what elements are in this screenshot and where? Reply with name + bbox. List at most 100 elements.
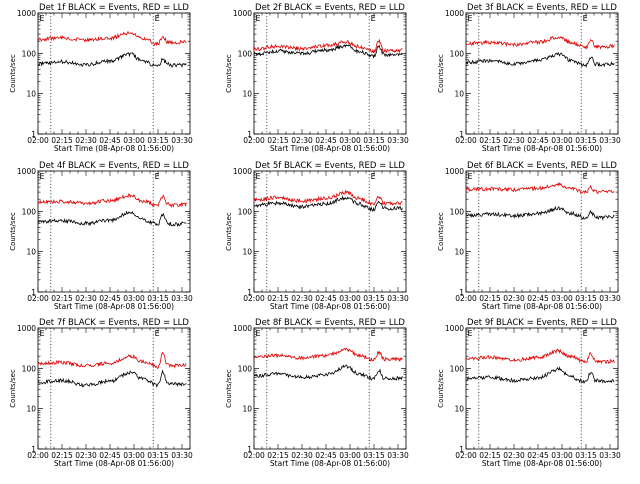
x-tick-label: 03:30 (171, 136, 193, 145)
y-tick-label: 10 (242, 248, 252, 257)
lld-series-line (253, 189, 403, 207)
x-tick-label: 03:30 (599, 294, 621, 303)
y-axis-label: Counts/sec (225, 212, 233, 251)
x-tick-label: 02:45 (315, 136, 337, 145)
plot-frame (253, 327, 407, 450)
detector-chart-7: Det 7f BLACK = Events, RED = LLD 1 10 100 10… (9, 318, 193, 468)
detector-chart-8: Det 8f BLACK = Events, RED = LLD 1 10 100 10… (225, 318, 409, 468)
x-tick-label: 02:00 (27, 136, 49, 145)
detector-chart-9: Det 9f BLACK = Events, RED = LLD 1 10 100 10… (437, 318, 621, 468)
events-series-line (37, 52, 187, 69)
event-marker-label: E (155, 172, 160, 181)
y-tick-label: 1000 (233, 167, 252, 176)
x-tick-label: 03:30 (171, 451, 193, 460)
plot-frame (465, 327, 619, 450)
event-marker-label: E (583, 14, 588, 23)
plot-frame (37, 170, 191, 293)
y-tick-label: 100 (238, 207, 253, 216)
lld-series-line (37, 193, 187, 209)
y-tick-label: 100 (22, 364, 37, 373)
chart-title: Det 7f BLACK = Events, RED = LLD (39, 318, 189, 328)
chart-title: Det 8f BLACK = Events, RED = LLD (255, 318, 405, 328)
event-marker-label: E (255, 329, 260, 338)
x-tick-label: 03:00 (551, 451, 573, 460)
chart-title: Det 3f BLACK = Events, RED = LLD (467, 3, 617, 13)
x-tick-label: 02:00 (27, 451, 49, 460)
lld-series-line (37, 351, 187, 370)
x-tick-label: 02:15 (267, 136, 289, 145)
chart-title: Det 2f BLACK = Events, RED = LLD (255, 3, 405, 13)
plot-frame (253, 170, 407, 293)
events-series-line (253, 195, 403, 213)
x-axis-label: Start Time (08-Apr-08 01:56:00) (482, 459, 602, 468)
x-tick-label: 02:15 (51, 136, 73, 145)
y-tick-label: 1 (247, 445, 252, 454)
y-tick-label: 1000 (17, 9, 36, 18)
y-tick-label: 1000 (17, 167, 36, 176)
y-tick-label: 100 (450, 207, 465, 216)
x-tick-label: 02:45 (527, 451, 549, 460)
event-marker-label: E (155, 14, 160, 23)
x-axis-label: Start Time (08-Apr-08 01:56:00) (54, 459, 174, 468)
y-axis-label: Counts/sec (9, 369, 17, 408)
x-tick-label: 03:30 (387, 294, 409, 303)
y-tick-label: 1 (459, 445, 464, 454)
x-axis-label: Start Time (08-Apr-08 01:56:00) (270, 144, 390, 153)
y-tick-label: 1 (31, 130, 36, 139)
events-series-line (37, 369, 187, 388)
x-axis-label: Start Time (08-Apr-08 01:56:00) (270, 302, 390, 311)
chart-title: Det 6f BLACK = Events, RED = LLD (467, 161, 617, 171)
x-tick-label: 02:15 (51, 294, 73, 303)
x-tick-label: 02:00 (243, 294, 265, 303)
lld-series-line (465, 348, 615, 365)
y-tick-label: 1000 (233, 9, 252, 18)
event-marker-label: E (39, 14, 44, 23)
x-tick-label: 03:00 (551, 136, 573, 145)
plot-frame (253, 12, 407, 135)
x-tick-label: 03:30 (387, 451, 409, 460)
y-axis-label: Counts/sec (437, 54, 445, 93)
events-series-line (465, 366, 615, 384)
events-series-line (37, 211, 187, 227)
detector-chart-3: Det 3f BLACK = Events, RED = LLD 1 10 100 10… (437, 3, 621, 153)
x-tick-label: 02:30 (503, 136, 525, 145)
events-series-line (253, 44, 403, 59)
x-tick-label: 02:45 (99, 451, 121, 460)
x-tick-label: 02:45 (99, 294, 121, 303)
y-tick-label: 100 (22, 207, 37, 216)
detector-chart-6: Det 6f BLACK = Events, RED = LLD 1 10 100 10… (437, 161, 621, 311)
y-tick-label: 10 (454, 405, 464, 414)
x-tick-label: 03:00 (551, 294, 573, 303)
x-tick-label: 02:45 (315, 451, 337, 460)
y-tick-label: 1 (247, 288, 252, 297)
x-axis-label: Start Time (08-Apr-08 01:56:00) (482, 302, 602, 311)
y-tick-label: 10 (26, 90, 36, 99)
y-tick-label: 100 (450, 49, 465, 58)
x-tick-label: 02:30 (75, 451, 97, 460)
x-tick-label: 03:15 (575, 451, 597, 460)
x-tick-label: 03:15 (363, 451, 385, 460)
y-tick-label: 10 (26, 248, 36, 257)
x-tick-label: 03:00 (123, 136, 145, 145)
detector-chart-5: Det 5f BLACK = Events, RED = LLD 1 10 100 10… (225, 161, 409, 311)
x-tick-label: 02:15 (479, 294, 501, 303)
event-marker-label: E (155, 329, 160, 338)
x-tick-label: 03:15 (147, 136, 169, 145)
chart-title: Det 5f BLACK = Events, RED = LLD (255, 161, 405, 171)
y-tick-label: 10 (242, 405, 252, 414)
x-tick-label: 02:30 (75, 136, 97, 145)
event-marker-label: E (371, 329, 376, 338)
y-tick-label: 100 (238, 49, 253, 58)
x-tick-label: 02:30 (291, 451, 313, 460)
x-tick-label: 02:00 (455, 294, 477, 303)
y-tick-label: 1 (31, 288, 36, 297)
y-tick-label: 10 (242, 90, 252, 99)
x-tick-label: 03:30 (599, 136, 621, 145)
x-tick-label: 02:00 (243, 451, 265, 460)
x-tick-label: 03:15 (147, 294, 169, 303)
x-axis-label: Start Time (08-Apr-08 01:56:00) (54, 302, 174, 311)
y-tick-label: 1000 (233, 324, 252, 333)
event-marker-label: E (39, 172, 44, 181)
event-marker-label: E (371, 172, 376, 181)
event-marker-label: E (39, 329, 44, 338)
